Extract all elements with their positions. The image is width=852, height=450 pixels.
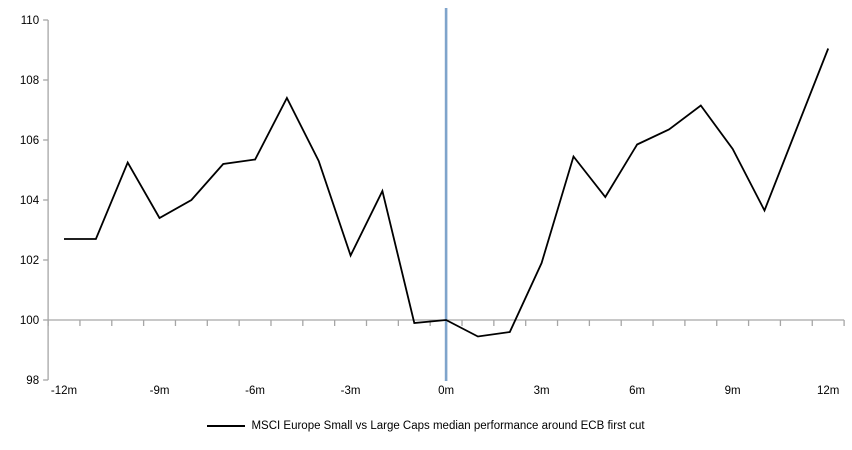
legend: MSCI Europe Small vs Large Caps median p… xyxy=(0,406,852,446)
y-axis-label: 110 xyxy=(21,15,39,27)
y-axis-label: 106 xyxy=(20,135,39,147)
x-axis-label: 3m xyxy=(534,385,550,397)
x-axis-label: -12m xyxy=(51,385,77,397)
line-chart-plot: 98 100 102 104 106 108 110 -12m -9m -6m -3m 0m 3m 6m 9… xyxy=(20,8,845,397)
x-axis-label: 0m xyxy=(438,385,454,397)
x-axis-label: -3m xyxy=(341,385,361,397)
x-axis-label: -9m xyxy=(150,385,170,397)
y-axis-label: 100 xyxy=(20,315,39,327)
x-axis-label: -6m xyxy=(245,385,265,397)
y-axis-label: 102 xyxy=(20,255,39,267)
legend-label: MSCI Europe Small vs Large Caps median p… xyxy=(251,420,645,432)
x-axis-label: 6m xyxy=(629,385,645,397)
y-axis-label: 104 xyxy=(20,195,40,207)
series-line xyxy=(64,48,830,338)
x-axis-label: 12m xyxy=(817,385,839,397)
x-axis-label: 9m xyxy=(725,385,741,397)
legend-line-sample xyxy=(207,425,246,427)
y-axis-label: 98 xyxy=(26,375,39,387)
y-axis-label: 108 xyxy=(20,75,39,87)
